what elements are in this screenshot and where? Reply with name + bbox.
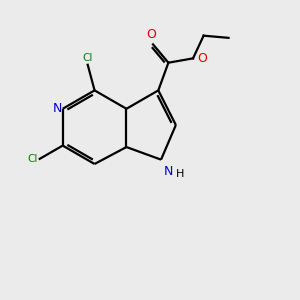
- Text: O: O: [197, 52, 207, 65]
- Text: O: O: [146, 28, 156, 41]
- Text: Cl: Cl: [82, 53, 93, 63]
- Text: Cl: Cl: [27, 154, 38, 164]
- Text: H: H: [176, 169, 185, 179]
- Text: N: N: [164, 165, 173, 178]
- Text: N: N: [53, 102, 62, 115]
